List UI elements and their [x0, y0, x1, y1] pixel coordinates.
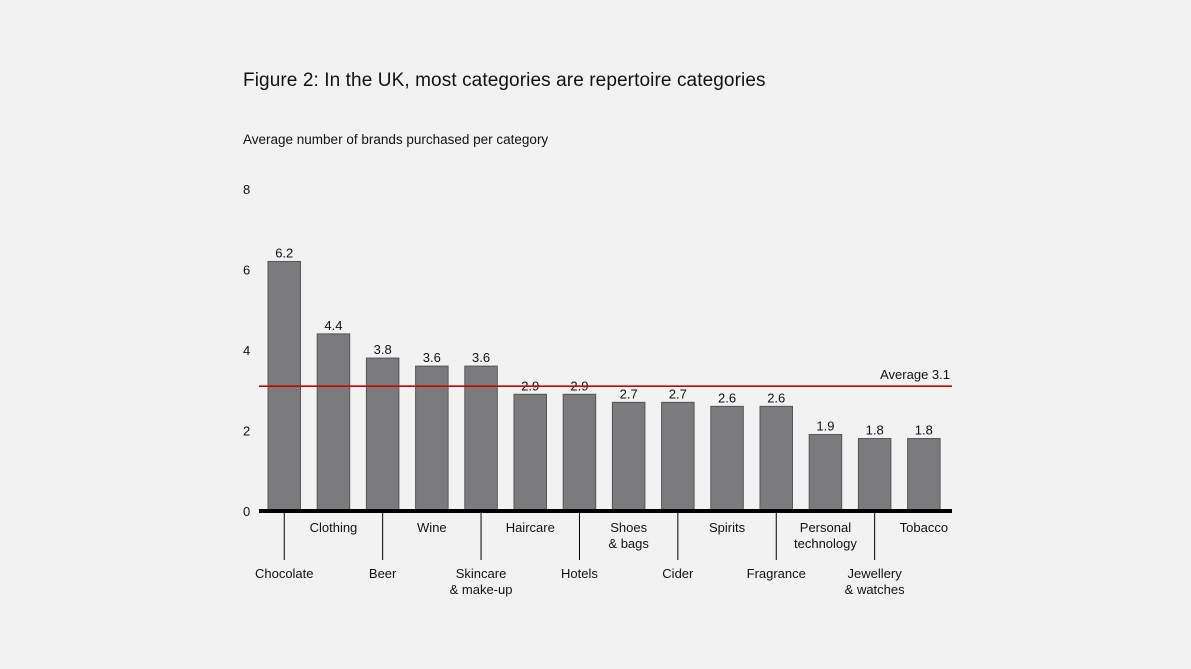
- data-label: 1.8: [866, 423, 884, 438]
- category-label: Cider: [662, 566, 694, 581]
- bar: [562, 393, 597, 512]
- bar: [513, 393, 547, 512]
- data-label: 3.6: [472, 350, 490, 365]
- y-axis-label: Average number of brands purchased per c…: [243, 132, 549, 147]
- data-label: 1.8: [915, 423, 933, 438]
- bar: [415, 365, 449, 512]
- category-label: Wine: [417, 520, 447, 535]
- bars: 6.24.43.83.6 3.62.9 2.92.7 2.7 2.6 2.61.9 1.8 1…: [267, 245, 941, 512]
- category-labels: Chocolate Clothing Beer Wine Skincare & make-…: [255, 513, 948, 597]
- bar: [808, 434, 843, 512]
- category-label: Skincare & make-up: [450, 566, 513, 597]
- y-tick-label: 4: [243, 343, 250, 358]
- bar: [611, 401, 646, 512]
- category-label: Clothing: [310, 520, 358, 535]
- category-label: Tobacco: [900, 520, 948, 535]
- category-label: Beer: [369, 566, 397, 581]
- bar: [907, 438, 941, 512]
- average-label: Average 3.1: [880, 367, 950, 382]
- data-label: 3.6: [423, 350, 441, 365]
- category-label: Haircare: [506, 520, 555, 535]
- bar: [759, 405, 793, 512]
- bar: [661, 401, 695, 512]
- bar: [365, 357, 400, 512]
- bar: [316, 333, 351, 512]
- data-label: 2.6: [767, 390, 785, 405]
- data-label: 4.4: [324, 318, 342, 333]
- bar: [710, 405, 744, 512]
- y-axis-ticks: 0 2 4 6 8: [243, 182, 250, 519]
- category-label: Shoes & bags: [608, 520, 649, 551]
- data-label: 2.6: [718, 390, 736, 405]
- category-label: Chocolate: [255, 566, 314, 581]
- chart-title: Figure 2: In the UK, most categories are…: [243, 70, 766, 91]
- data-label: 1.9: [816, 419, 834, 434]
- y-tick-label: 2: [243, 424, 250, 439]
- data-label: 2.7: [669, 386, 687, 401]
- category-label: Personal technology: [794, 520, 857, 551]
- y-tick-label: 8: [243, 182, 250, 197]
- bar: [857, 438, 892, 512]
- y-tick-label: 0: [243, 504, 250, 519]
- category-label: Spirits: [709, 520, 746, 535]
- category-label: Fragrance: [747, 566, 806, 581]
- bar: [464, 365, 498, 512]
- data-label: 3.8: [374, 342, 392, 357]
- data-label: 2.7: [620, 386, 638, 401]
- category-label: Hotels: [561, 566, 598, 581]
- category-label: Jewellery & watches: [845, 566, 905, 597]
- y-tick-label: 6: [243, 263, 250, 278]
- data-label: 6.2: [275, 245, 293, 260]
- average-line-group: Average 3.1: [259, 367, 952, 388]
